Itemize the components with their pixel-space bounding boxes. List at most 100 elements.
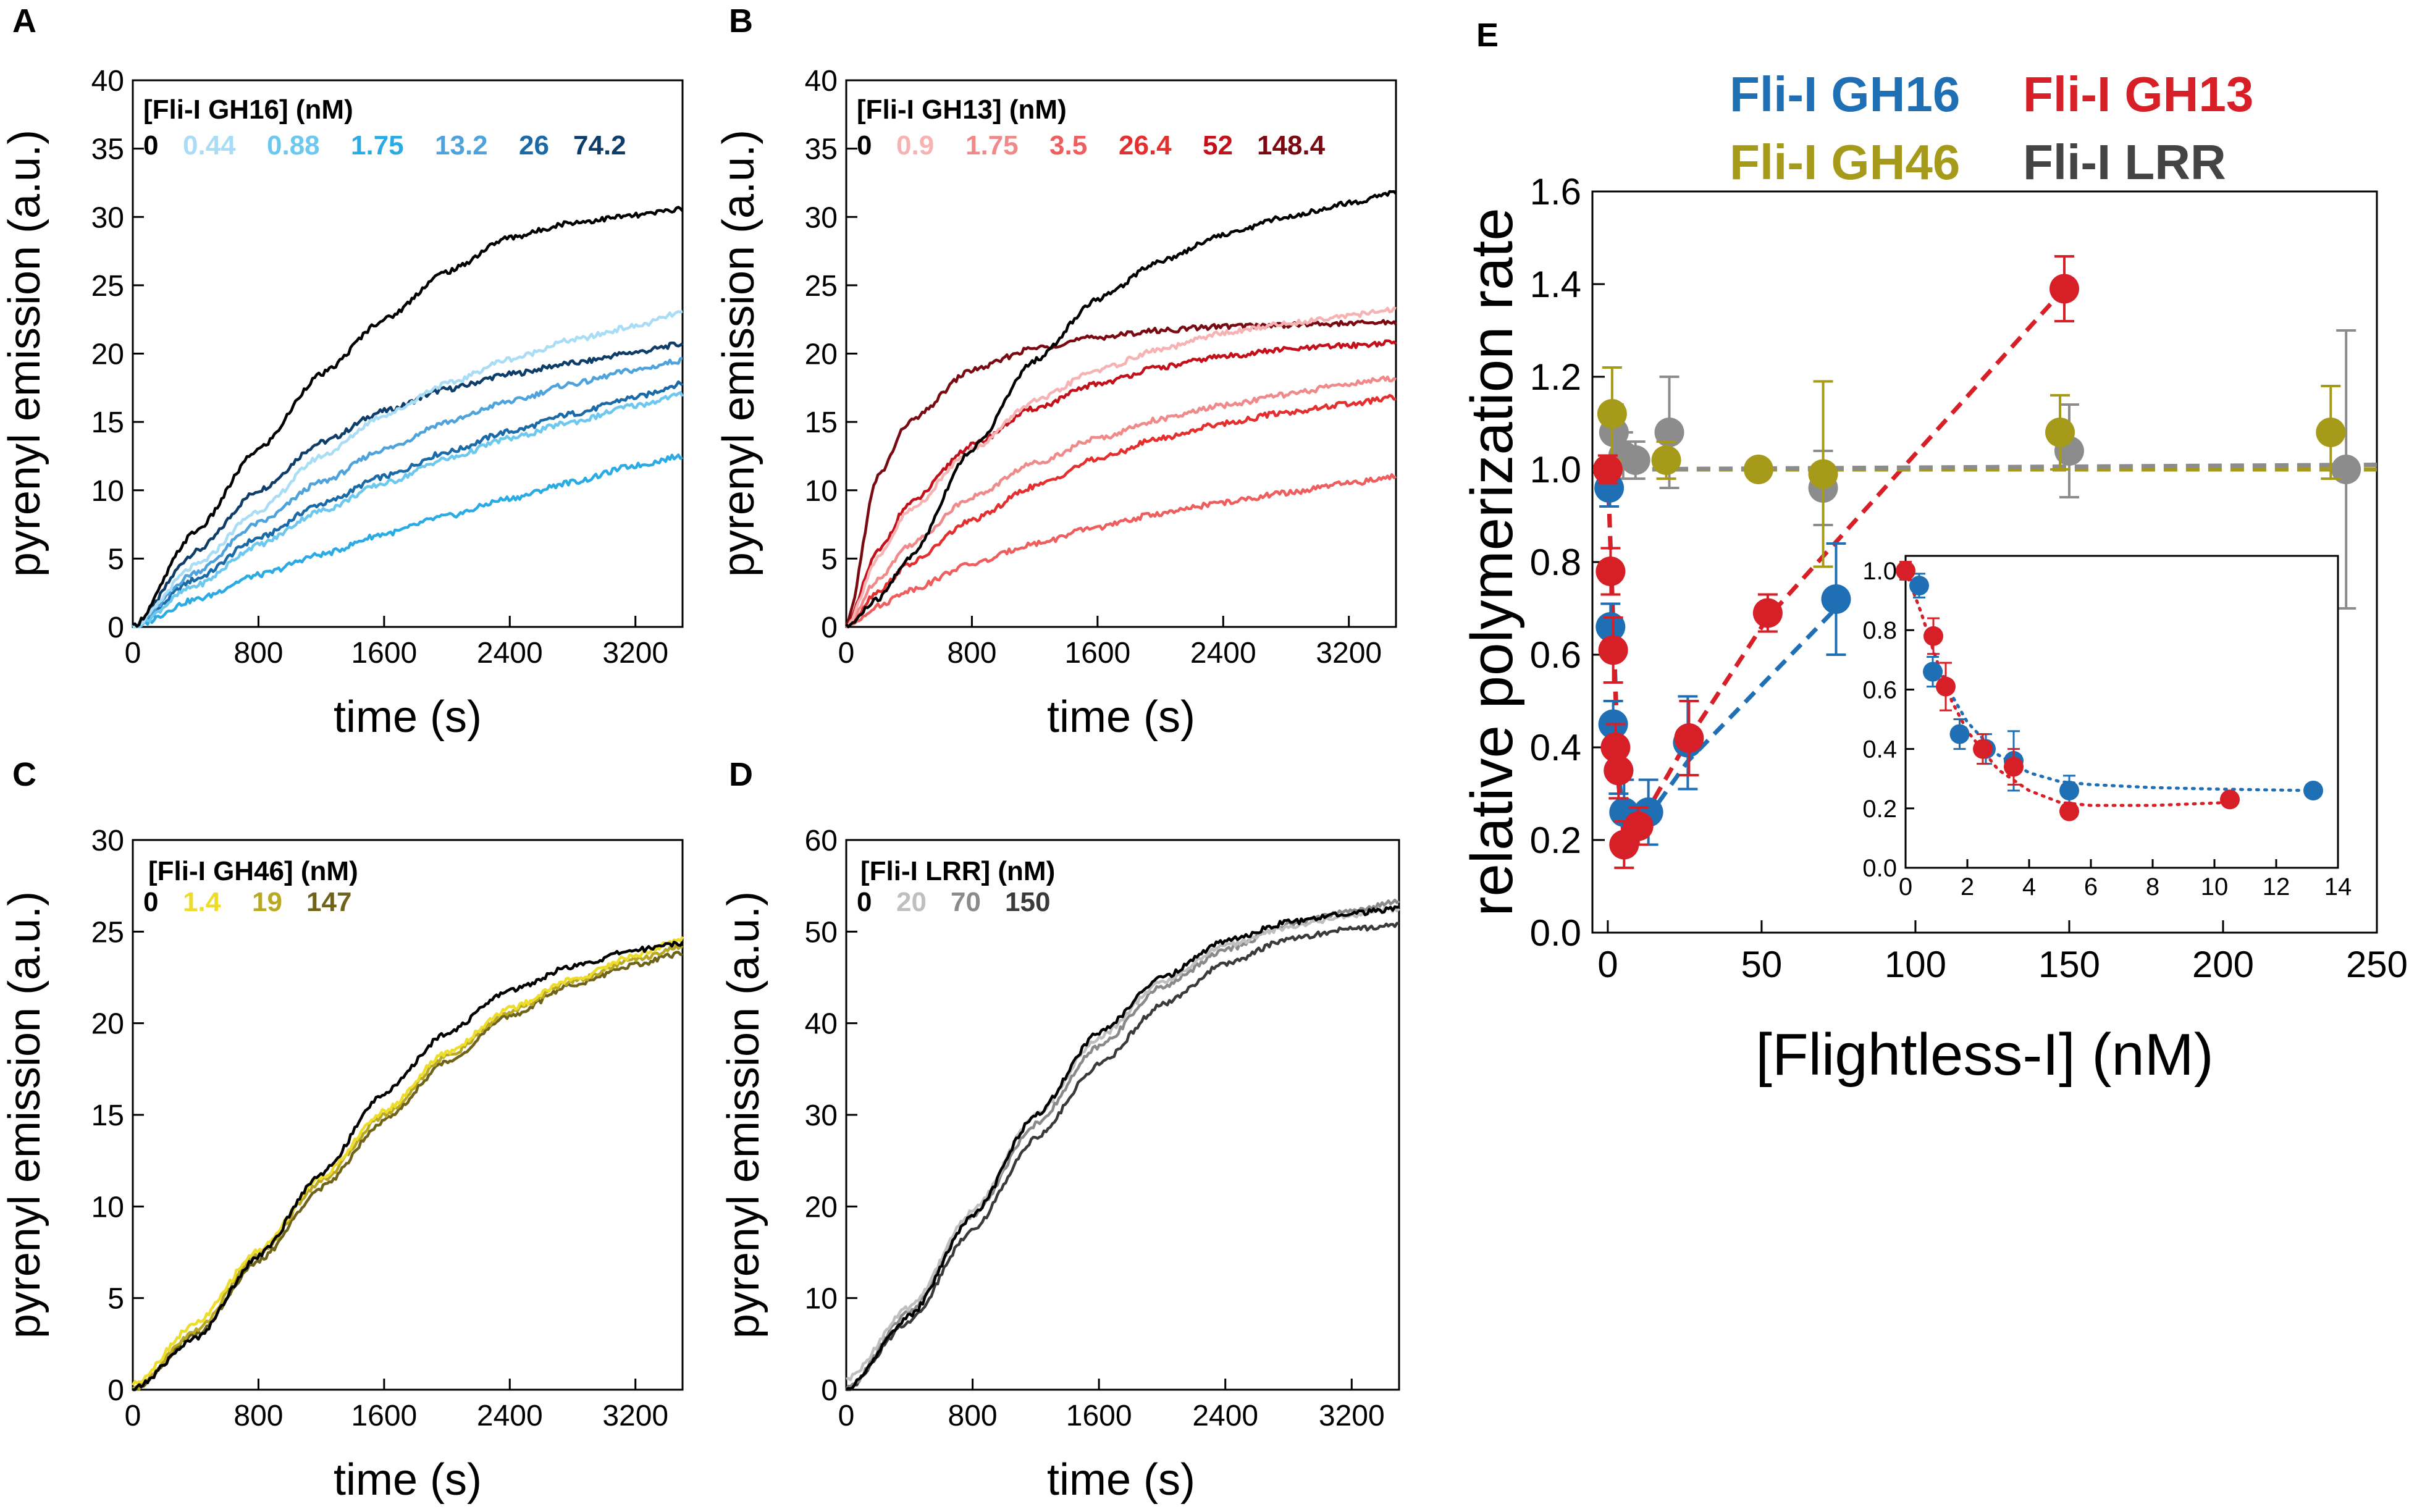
panel-d-xlabel: time (s) xyxy=(1047,1455,1195,1505)
y-tick-label: 20 xyxy=(91,1008,124,1041)
data-point-fli-i-gh13 xyxy=(1592,455,1623,484)
panel-a-xlabel: time (s) xyxy=(334,692,482,742)
x-tick-label: 2400 xyxy=(1190,637,1256,670)
panel-b-xlabel: time (s) xyxy=(1047,692,1195,742)
data-point-fli-i-gh16 xyxy=(1595,612,1626,642)
y-tick-label: 10 xyxy=(91,475,124,508)
x-tick-label: 2400 xyxy=(477,637,543,670)
inset-data-point-fli-i-gh16 xyxy=(1923,662,1943,682)
y-tick-label: 0 xyxy=(821,1374,838,1407)
x-tick-label: 3200 xyxy=(1319,1400,1385,1432)
legend-entry: 13.2 xyxy=(435,130,488,161)
panel-e: E Fli-I GH16 Fli-I GH13 Fli-I GH46 Fli-I… xyxy=(1459,17,2408,1088)
panel-e-xlabel: [Flightless-I] (nM) xyxy=(1755,1022,2213,1088)
y-tick-label: 0.0 xyxy=(1530,912,1581,954)
panel-a-ticks: 0 800 1600 2400 3200 0 5 10 15 20 25 30 35 40 xyxy=(91,65,668,670)
x-tick-label: 8 xyxy=(2146,873,2159,901)
x-tick-label: 1600 xyxy=(1064,637,1130,670)
y-tick-label: 20 xyxy=(805,1191,838,1224)
data-point-fli-i-gh46 xyxy=(2045,418,2075,447)
panel-e-inset-points xyxy=(1896,561,2323,821)
series-line-b-1p75 xyxy=(845,375,1397,628)
x-tick-label: 2 xyxy=(1961,873,1974,901)
x-tick-label: 0 xyxy=(1597,944,1618,985)
fit-line-3 xyxy=(1607,463,2377,472)
x-tick-label: 800 xyxy=(947,637,996,670)
panel-a-letter: A xyxy=(12,2,36,40)
panel-e-data-points xyxy=(1592,255,2361,869)
inset-data-point-fli-i-gh13 xyxy=(2004,757,2024,777)
series-line-d-70 xyxy=(845,898,1400,1391)
panel-c-letter: C xyxy=(12,756,36,793)
y-tick-label: 1.0 xyxy=(1862,558,1897,585)
y-tick-label: 15 xyxy=(805,406,838,439)
data-point-fli-i-gh46 xyxy=(1597,399,1627,429)
fit-line-0 xyxy=(1605,469,1838,830)
panel-d-legend-title: [Fli-I LRR] (nM) xyxy=(860,856,1055,886)
y-tick-label: 30 xyxy=(805,1099,838,1132)
legend-entry: 26.4 xyxy=(1119,130,1172,161)
x-tick-label: 250 xyxy=(2346,944,2408,985)
panel-b-axes xyxy=(845,79,1397,628)
series-line-b-26p4 xyxy=(846,393,1397,629)
legend-entry: 3.5 xyxy=(1049,130,1087,161)
legend-entry: 20 xyxy=(896,887,927,917)
data-point-fli-i-gh46 xyxy=(2316,418,2346,447)
legend-entry: 0 xyxy=(857,887,872,917)
panel-d-series xyxy=(845,898,1400,1392)
x-tick-label: 1600 xyxy=(351,637,417,670)
legend-entry: 150 xyxy=(1005,887,1050,917)
x-tick-label: 0 xyxy=(1899,873,1912,901)
x-tick-label: 150 xyxy=(2038,944,2100,985)
x-tick-label: 0 xyxy=(125,637,141,670)
y-tick-label: 20 xyxy=(805,338,838,371)
legend-entry: 70 xyxy=(951,887,981,917)
legend-entry: 0.9 xyxy=(896,130,934,161)
y-tick-label: 40 xyxy=(91,65,124,98)
y-tick-label: 0.8 xyxy=(1862,617,1897,644)
y-tick-label: 0.2 xyxy=(1530,820,1581,861)
inset-data-point-fli-i-gh13 xyxy=(1973,739,1993,759)
series-line-a-26 xyxy=(132,380,684,628)
series-line-c-19 xyxy=(132,943,684,1390)
panel-c-ticks: 0 800 1600 2400 3200 0 5 10 15 20 25 30 xyxy=(91,825,668,1432)
y-tick-label: 5 xyxy=(821,543,838,576)
legend-entry: 0 xyxy=(143,887,158,917)
inset-data-point-fli-i-gh13 xyxy=(1923,626,1943,646)
panel-b: B 0 800 1600 2400 3200 0 5 10 15 20 25 30 35 40 [Fli-… xyxy=(714,2,1397,742)
y-tick-label: 35 xyxy=(805,133,838,166)
y-tick-label: 25 xyxy=(91,270,124,303)
panel-e-inset: 0 2 4 6 8 10 12 14 0.0 0.2 0.4 0.6 0.8 1.0 xyxy=(1862,555,2352,901)
panel-a-legend: 0 0.44 0.88 1.75 13.2 26 74.2 xyxy=(143,130,626,161)
x-tick-label: 2400 xyxy=(477,1400,543,1432)
series-line-c-147 xyxy=(133,951,683,1392)
panel-a: A 0 800 1600 2400 3200 0 5 10 15 20 25 30 35 40 [Fli-… xyxy=(0,2,684,742)
legend-entry: 19 xyxy=(252,887,282,917)
y-tick-label: 1.0 xyxy=(1530,449,1581,490)
inset-data-point-fli-i-gh13 xyxy=(2059,801,2079,821)
panel-e-letter: E xyxy=(1476,17,1499,54)
panel-b-legend: 0 0.9 1.75 3.5 26.4 52 148.4 xyxy=(857,130,1326,161)
x-tick-label: 6 xyxy=(2084,873,2098,901)
panel-d-letter: D xyxy=(729,756,753,793)
series-line-d-150 xyxy=(846,922,1400,1392)
panel-c-legend: 0 1.4 19 147 xyxy=(143,887,351,917)
legend-entry: 0 xyxy=(143,130,158,161)
data-point-fli-i-lrr xyxy=(1654,418,1684,447)
panel-a-axes xyxy=(132,79,684,628)
y-tick-label: 5 xyxy=(107,543,124,576)
series-line-c-1p4 xyxy=(132,936,684,1386)
x-tick-label: 0 xyxy=(838,637,855,670)
panel-c-xlabel: time (s) xyxy=(334,1455,482,1505)
data-point-fli-i-gh13 xyxy=(1600,733,1631,762)
x-tick-label: 12 xyxy=(2263,873,2290,901)
x-tick-label: 3200 xyxy=(1316,637,1382,670)
y-tick-label: 10 xyxy=(805,475,838,508)
panel-c-series xyxy=(132,936,684,1392)
panel-a-series xyxy=(132,206,684,629)
x-tick-label: 2400 xyxy=(1192,1400,1258,1432)
series-line-d-20 xyxy=(846,905,1400,1382)
series-line-a-0p88 xyxy=(132,391,684,629)
panel-b-series xyxy=(844,190,1397,629)
data-point-fli-i-gh16 xyxy=(1821,584,1851,614)
